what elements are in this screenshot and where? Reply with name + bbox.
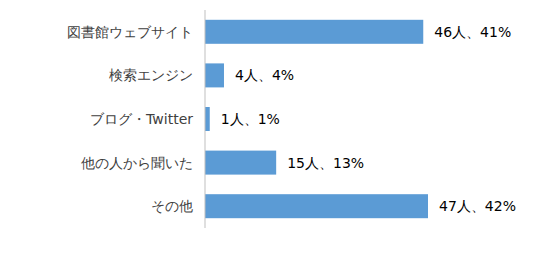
- data-label: 15人、13%: [287, 155, 364, 171]
- bar: [205, 194, 428, 218]
- category-label: 他の人から聞いた: [81, 155, 193, 171]
- data-label: 47人、42%: [439, 198, 516, 214]
- chart-container: 図書館ウェブサイト 46人、41% 検索エンジン 4人、4% ブログ・Twitter 1人…: [0, 0, 542, 255]
- bars: [205, 20, 428, 218]
- data-label: 46人、41%: [434, 24, 511, 40]
- category-axis: [205, 10, 206, 228]
- category-label: 図書館ウェブサイト: [67, 24, 193, 40]
- bar: [205, 63, 224, 87]
- data-label: 4人、4%: [235, 67, 294, 83]
- bar: [205, 107, 210, 131]
- chart-svg: 図書館ウェブサイト 46人、41% 検索エンジン 4人、4% ブログ・Twitter 1人…: [0, 0, 542, 255]
- category-label: 検索エンジン: [109, 67, 193, 83]
- bar: [205, 151, 276, 175]
- category-label: その他: [151, 198, 193, 214]
- labels: 図書館ウェブサイト 46人、41% 検索エンジン 4人、4% ブログ・Twitter 1人…: [67, 24, 516, 214]
- bar: [205, 20, 423, 44]
- data-label: 1人、1%: [221, 111, 280, 127]
- category-label: ブログ・Twitter: [90, 111, 193, 127]
